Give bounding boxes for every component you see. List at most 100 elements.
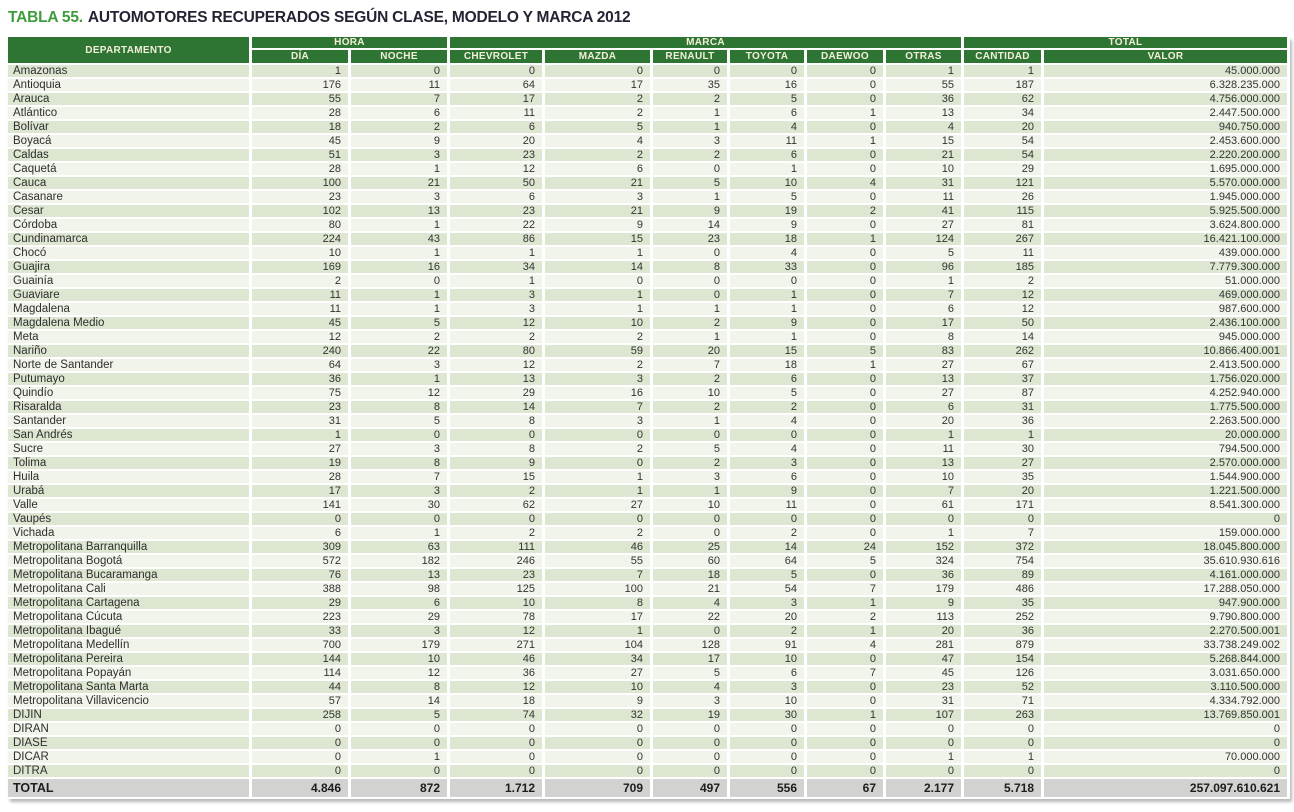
value-cell: 20: [886, 415, 964, 429]
value-cell: 15: [545, 233, 653, 247]
department-cell: Metropolitana Cartagena: [8, 597, 252, 611]
value-cell: 23: [252, 401, 351, 415]
value-cell: 22: [351, 345, 450, 359]
value-cell: 2.570.000.000: [1044, 457, 1290, 471]
value-cell: 2: [351, 121, 450, 135]
table-row: Metropolitana Bucaramanga 76 13 23 7 18 5 0 36 89…: [8, 569, 1290, 583]
header-sub-row: DÍA NOCHE CHEVROLET MAZDA RENAULT TOYOTA DAEWO…: [8, 50, 1290, 65]
value-cell: 1: [252, 65, 351, 79]
value-cell: 30: [730, 709, 807, 723]
value-cell: 35: [964, 597, 1044, 611]
value-cell: 54: [730, 583, 807, 597]
value-cell: 154: [964, 653, 1044, 667]
value-cell: 2: [653, 93, 730, 107]
value-cell: 5.925.500.000: [1044, 205, 1290, 219]
value-cell: 12: [450, 163, 545, 177]
value-cell: 2: [545, 149, 653, 163]
table-row: Huila 28 7 15 1 3 6 0 10 35 1.544.900.000: [8, 471, 1290, 485]
value-cell: 10: [351, 653, 450, 667]
value-cell: 9: [351, 135, 450, 149]
value-cell: 51: [252, 149, 351, 163]
value-cell: 0: [807, 261, 886, 275]
value-cell: 1.756.020.000: [1044, 373, 1290, 387]
value-cell: 121: [964, 177, 1044, 191]
value-cell: 36: [886, 569, 964, 583]
value-cell: 11: [450, 107, 545, 121]
value-cell: 27: [545, 499, 653, 513]
value-cell: 10.866.400.001: [1044, 345, 1290, 359]
value-cell: 9: [653, 205, 730, 219]
value-cell: 3: [653, 695, 730, 709]
value-cell: 115: [964, 205, 1044, 219]
department-cell: Arauca: [8, 93, 252, 107]
value-cell: 30: [351, 499, 450, 513]
value-cell: 11: [964, 247, 1044, 261]
value-cell: 16: [545, 387, 653, 401]
value-cell: 51.000.000: [1044, 275, 1290, 289]
value-cell: 388: [252, 583, 351, 597]
value-cell: 27: [964, 457, 1044, 471]
value-cell: 91: [730, 639, 807, 653]
value-cell: 18.045.800.000: [1044, 541, 1290, 555]
total-value-cell: 67: [807, 779, 886, 799]
value-cell: 0: [351, 513, 450, 527]
value-cell: 2.220.200.000: [1044, 149, 1290, 163]
value-cell: 1: [351, 303, 450, 317]
value-cell: 41: [886, 205, 964, 219]
value-cell: 8: [351, 457, 450, 471]
value-cell: 6: [450, 191, 545, 205]
department-cell: Metropolitana Santa Marta: [8, 681, 252, 695]
value-cell: 17: [653, 653, 730, 667]
value-cell: 4: [807, 639, 886, 653]
value-cell: 1: [807, 359, 886, 373]
table-row: Vichada 6 1 2 2 0 2 0 1 7 159.000.000: [8, 527, 1290, 541]
value-cell: 96: [886, 261, 964, 275]
value-cell: 0: [807, 387, 886, 401]
table-row: Metropolitana Medellín 700 179 271 104 128 91 4…: [8, 639, 1290, 653]
value-cell: 31: [964, 401, 1044, 415]
table-row: Meta 12 2 2 2 1 1 0 8 14 945.000.000: [8, 331, 1290, 345]
col-header-renault: RENAULT: [653, 50, 730, 65]
value-cell: 33.738.249.002: [1044, 639, 1290, 653]
value-cell: 52: [964, 681, 1044, 695]
department-cell: Tolima: [8, 457, 252, 471]
value-cell: 10: [730, 653, 807, 667]
value-cell: 0: [807, 93, 886, 107]
value-cell: 0: [653, 751, 730, 765]
value-cell: 141: [252, 499, 351, 513]
value-cell: 1.775.500.000: [1044, 401, 1290, 415]
value-cell: 486: [964, 583, 1044, 597]
value-cell: 1: [545, 289, 653, 303]
value-cell: 0: [1044, 737, 1290, 751]
value-cell: 83: [886, 345, 964, 359]
department-cell: Metropolitana Bogotá: [8, 555, 252, 569]
value-cell: 2: [545, 359, 653, 373]
value-cell: 20: [886, 625, 964, 639]
value-cell: 3: [351, 625, 450, 639]
value-cell: 11: [252, 303, 351, 317]
page-title: TABLA 55. AUTOMOTORES RECUPERADOS SEGÚN C…: [8, 9, 1288, 27]
value-cell: 16: [730, 79, 807, 93]
value-cell: 4: [730, 443, 807, 457]
department-cell: Metropolitana Popayán: [8, 667, 252, 681]
value-cell: 1.945.000.000: [1044, 191, 1290, 205]
value-cell: 21: [886, 149, 964, 163]
value-cell: 31: [252, 415, 351, 429]
value-cell: 0: [545, 275, 653, 289]
total-value-cell: 2.177: [886, 779, 964, 799]
value-cell: 114: [252, 667, 351, 681]
table-row: Atlántico 28 6 11 2 1 6 1 13 34 2.447.500.000: [8, 107, 1290, 121]
value-cell: 31: [886, 695, 964, 709]
value-cell: 1: [653, 331, 730, 345]
value-cell: 17: [886, 317, 964, 331]
value-cell: 4.334.792.000: [1044, 695, 1290, 709]
value-cell: 6: [351, 107, 450, 121]
value-cell: 9: [886, 597, 964, 611]
value-cell: 7: [653, 359, 730, 373]
value-cell: 2: [964, 275, 1044, 289]
col-header-noche: NOCHE: [351, 50, 450, 65]
value-cell: 50: [964, 317, 1044, 331]
value-cell: 8.541.300.000: [1044, 499, 1290, 513]
value-cell: 64: [730, 555, 807, 569]
